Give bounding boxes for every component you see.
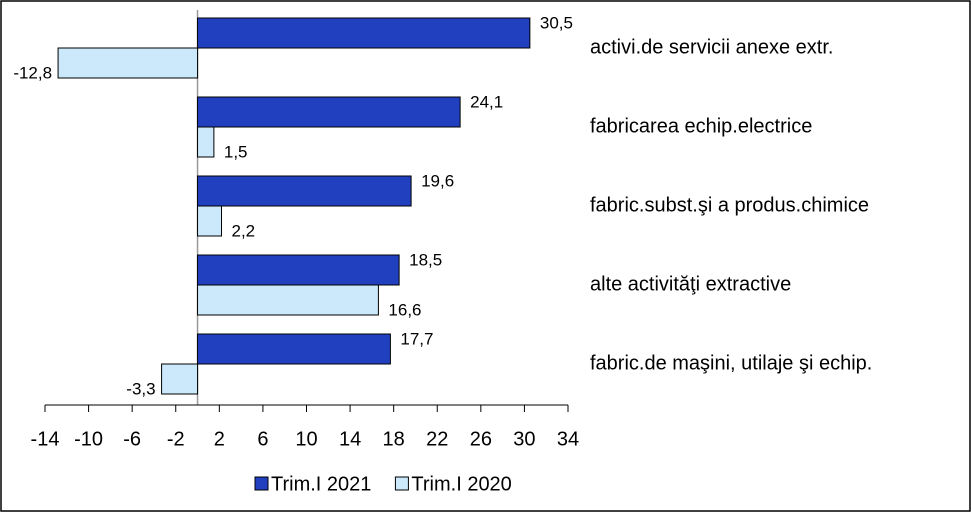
value-label: 30,5: [540, 13, 573, 32]
bar: [197, 96, 461, 128]
x-tick-label: -6: [123, 428, 141, 450]
x-tick-label: -2: [167, 428, 185, 450]
x-tick-label: 10: [295, 428, 317, 450]
value-label: 19,6: [421, 171, 454, 190]
value-label: 16,6: [388, 300, 421, 319]
category-label: fabricarea echip.electrice: [590, 115, 812, 137]
x-tick-label: -14: [31, 428, 60, 450]
x-tick-label: 2: [214, 428, 225, 450]
x-tick-label: -10: [74, 428, 103, 450]
value-label: -12,8: [13, 63, 52, 82]
x-tick-label: 18: [383, 428, 405, 450]
value-label: 1,5: [224, 142, 248, 161]
x-tick-label: 30: [513, 428, 535, 450]
category-label: activi.de servicii anexe extr.: [590, 36, 833, 58]
legend-swatch: [394, 476, 409, 491]
bar: [57, 47, 199, 79]
value-label: 18,5: [409, 250, 442, 269]
bar: [197, 333, 391, 365]
legend-swatch: [254, 476, 269, 491]
value-label: 2,2: [232, 221, 256, 240]
bar: [197, 205, 223, 237]
bar: [161, 363, 199, 395]
x-tick-label: 34: [557, 428, 579, 450]
value-label: -3,3: [126, 379, 155, 398]
category-label: fabric.subst.şi a produs.chimice: [590, 194, 869, 216]
bar: [197, 126, 215, 158]
value-label: 24,1: [470, 92, 503, 111]
x-tick-label: 22: [426, 428, 448, 450]
bar: [197, 254, 400, 286]
x-tick-label: 26: [470, 428, 492, 450]
bar: [197, 175, 412, 207]
legend-label: Trim.I 2020: [411, 473, 511, 495]
legend-label: Trim.I 2021: [271, 473, 371, 495]
x-tick-label: 14: [339, 428, 361, 450]
value-label: 17,7: [400, 329, 433, 348]
category-label: fabric.de maşini, utilaje şi echip.: [590, 352, 872, 374]
bar: [197, 17, 531, 49]
x-tick-label: 6: [257, 428, 268, 450]
category-label: alte activităţi extractive: [590, 273, 791, 295]
bar: [197, 284, 379, 316]
